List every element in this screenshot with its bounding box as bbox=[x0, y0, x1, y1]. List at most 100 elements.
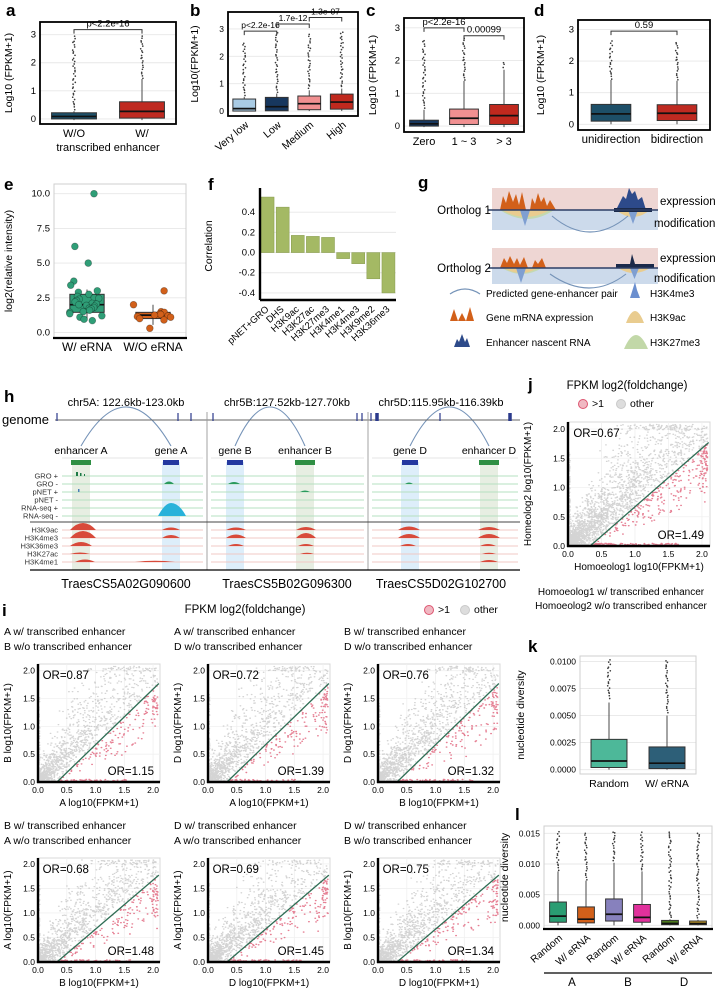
x-tick-label: Low bbox=[261, 119, 284, 141]
y-tick-label: 0 bbox=[395, 121, 400, 132]
box bbox=[590, 103, 632, 122]
gene-enhancer-arc bbox=[80, 406, 172, 447]
nascent-rna-icon bbox=[454, 334, 470, 347]
x-tick-label: 0.5 bbox=[231, 965, 243, 975]
x-tick-label: 0.0 bbox=[562, 549, 574, 559]
y-axis-label: D log10(FPKM+1) bbox=[173, 683, 184, 763]
panel-c: c 0 1 2 3 p<2.2e-16 0.00099 Zero 1 ~ 3 > 3 Log10 … bbox=[364, 0, 532, 172]
pvalue-label: p<2.2e-16 bbox=[86, 19, 129, 30]
gene-bar bbox=[227, 460, 243, 465]
panel-f: f -0.4 -0.2 0.0 0.2 0.4 pNET+GRO DHS H3K9ac H3K2… bbox=[198, 172, 404, 374]
gene-id: TraesCS5B02G096300 bbox=[222, 577, 352, 591]
chart-d-svg: 0 1 2 3 0.59 unidirection bidirection Log10 (FP… bbox=[535, 19, 711, 146]
y-tick-label: 1.5 bbox=[23, 883, 35, 893]
x-axis-label: transcribed enhancer bbox=[56, 142, 160, 154]
gene-enhancer-arc bbox=[549, 273, 627, 289]
y-tick-label: 0.0000 bbox=[550, 765, 576, 775]
genome-label: genome bbox=[2, 412, 49, 427]
y-tick-label: 2 bbox=[31, 58, 36, 69]
panel-b-chart: 0 1 2 3 p<2.2e-16 1.7e-12 1.3e-07 Very low Low Me… bbox=[186, 2, 364, 172]
y-tick-label: -0.2 bbox=[239, 268, 255, 279]
box bbox=[489, 103, 519, 125]
y-axis-label: Log10 (FPKM+1) bbox=[367, 35, 379, 115]
legend-gt1-label: >1 bbox=[592, 398, 604, 410]
subtitle-line1: A w/ transcribed enhancer bbox=[174, 626, 296, 638]
x-tick-label: bidirection bbox=[651, 134, 703, 146]
y-tick-label: 0.2 bbox=[242, 227, 255, 238]
x-axis-label: Homoeolog1 log10(FPKM+1) bbox=[574, 562, 704, 573]
bar bbox=[336, 252, 350, 259]
x-tick-label: 2.0 bbox=[487, 785, 499, 795]
panel-j-legend-title: FPKM log2(foldchange) bbox=[566, 380, 688, 392]
gene-id: TraesCS5A02G090600 bbox=[61, 577, 191, 591]
subtitle-line1: D w/ transcribed enhancer bbox=[344, 820, 467, 832]
pvalue-label: 0.59 bbox=[635, 20, 654, 31]
pvalue-label: p<2.2e-16 bbox=[422, 17, 465, 28]
panel-j-chart: 0.0 0.0 0.5 0.5 1.0 1.0 1.5 1.5 2.0 2.0 OR=0.67 OR=… bbox=[522, 416, 720, 578]
x-axis-label: D log10(FPKM+1) bbox=[229, 978, 309, 989]
genome-browser-svg: chr5A: 122.6kb-123.0kb chr5B:127.52kb-127… bbox=[2, 397, 520, 591]
subtitle-line2: B w/o transcribed enhancer bbox=[4, 641, 132, 653]
panel-d-chart: 0 1 2 3 0.59 unidirection bidirection Log10 (FP… bbox=[532, 6, 720, 170]
y-tick-label: 0.0 bbox=[23, 777, 35, 787]
jitter-point bbox=[129, 300, 138, 309]
y-axis-label: D log10(FPKM+1) bbox=[343, 683, 354, 763]
or-bottom-label: OR=1.34 bbox=[448, 946, 495, 958]
panel-k: k 0.0000 0.0025 0.0050 0.0075 0.0100 Random W/… bbox=[512, 614, 720, 800]
panel-i-cell-6: D w/ transcribed enhancer B w/o transcrib… bbox=[342, 818, 508, 990]
bar bbox=[306, 236, 320, 253]
x-tick-label: 2.0 bbox=[696, 549, 708, 559]
x-tick-label: 2.0 bbox=[487, 965, 499, 975]
y-tick-label: 1.0 bbox=[553, 483, 565, 493]
track-label: pNET - bbox=[34, 496, 58, 505]
bar bbox=[321, 237, 335, 253]
x-tick-label: 0.5 bbox=[61, 965, 73, 975]
track-label: H3K4me3 bbox=[25, 534, 58, 543]
x-tick-label: 0.0 bbox=[32, 785, 44, 795]
box bbox=[648, 746, 686, 770]
chart-k-svg: 0.0000 0.0025 0.0050 0.0075 0.0100 Random W/ e… bbox=[515, 655, 697, 790]
legend-other-label: other bbox=[629, 398, 654, 410]
y-tick-label: 2.0 bbox=[23, 859, 35, 869]
jitter-point bbox=[75, 300, 83, 309]
or-bottom-label: OR=1.39 bbox=[278, 766, 324, 778]
arc-icon bbox=[449, 288, 481, 295]
y-tick-label: 1.0 bbox=[23, 721, 35, 731]
diagonal-line bbox=[396, 874, 500, 963]
panel-j-note-2: Homoeolog2 w/o transcribed enhancer bbox=[535, 600, 707, 612]
x-tick-label: 0.5 bbox=[596, 549, 608, 559]
jitter-point bbox=[84, 259, 92, 267]
panel-c-label: c bbox=[366, 1, 376, 20]
outliers bbox=[339, 31, 344, 88]
feature-label: gene B bbox=[218, 445, 251, 457]
enhancer-bar bbox=[71, 460, 91, 465]
panel-h-label: h bbox=[4, 387, 15, 406]
legend-mrna-label: Gene mRNA expression bbox=[486, 313, 593, 324]
outliers bbox=[139, 35, 144, 80]
panel-d: d 0 1 2 3 0.59 unidirection bidirection Log10 (… bbox=[532, 0, 720, 172]
red-dot-icon bbox=[578, 399, 588, 409]
y-axis-label: B log10(FPKM+1) bbox=[343, 870, 354, 950]
group-label: A bbox=[568, 977, 576, 989]
box bbox=[119, 101, 165, 119]
y-tick-label: 1.5 bbox=[193, 883, 205, 893]
panel-h: h chr5A: 122.6kb-123.0kb chr5B:127.52kb-1… bbox=[0, 374, 522, 602]
y-tick-label: 2.0 bbox=[553, 424, 565, 434]
track-label: RNA-seq - bbox=[23, 512, 59, 521]
gene-enhancer-arc bbox=[409, 406, 490, 447]
outliers bbox=[608, 40, 614, 80]
expression-label: expression bbox=[660, 196, 716, 208]
track-label: RNA-seq + bbox=[21, 504, 59, 513]
chart-f-svg: -0.4-0.20.00.20.4pNET+GRODHSH3K9acH3K27a… bbox=[203, 188, 396, 347]
panel-e: e 0.0 2.5 5.0 7.5 10.0 W/ eRNA W/O eRNA log2(re… bbox=[0, 172, 198, 374]
gene-id: TraesCS5D02G102700 bbox=[376, 577, 506, 591]
y-tick-label: 0.005 bbox=[519, 890, 541, 900]
panel-e-chart: 0.0 2.5 5.0 7.5 10.0 W/ eRNA W/O eRNA log2(rela… bbox=[0, 174, 198, 372]
region-title: chr5D:115.95kb-116.39kb bbox=[379, 397, 504, 409]
y-tick-label: 0.0025 bbox=[550, 738, 576, 748]
enhancer-bar bbox=[295, 460, 315, 465]
panel-j-notes: Homoeolog1 w/ transcribed enhancer Homoe… bbox=[522, 586, 720, 613]
legend-pair-label: Predicted gene-enhancer pair bbox=[486, 289, 618, 300]
x-tick-label: 1.5 bbox=[663, 549, 675, 559]
